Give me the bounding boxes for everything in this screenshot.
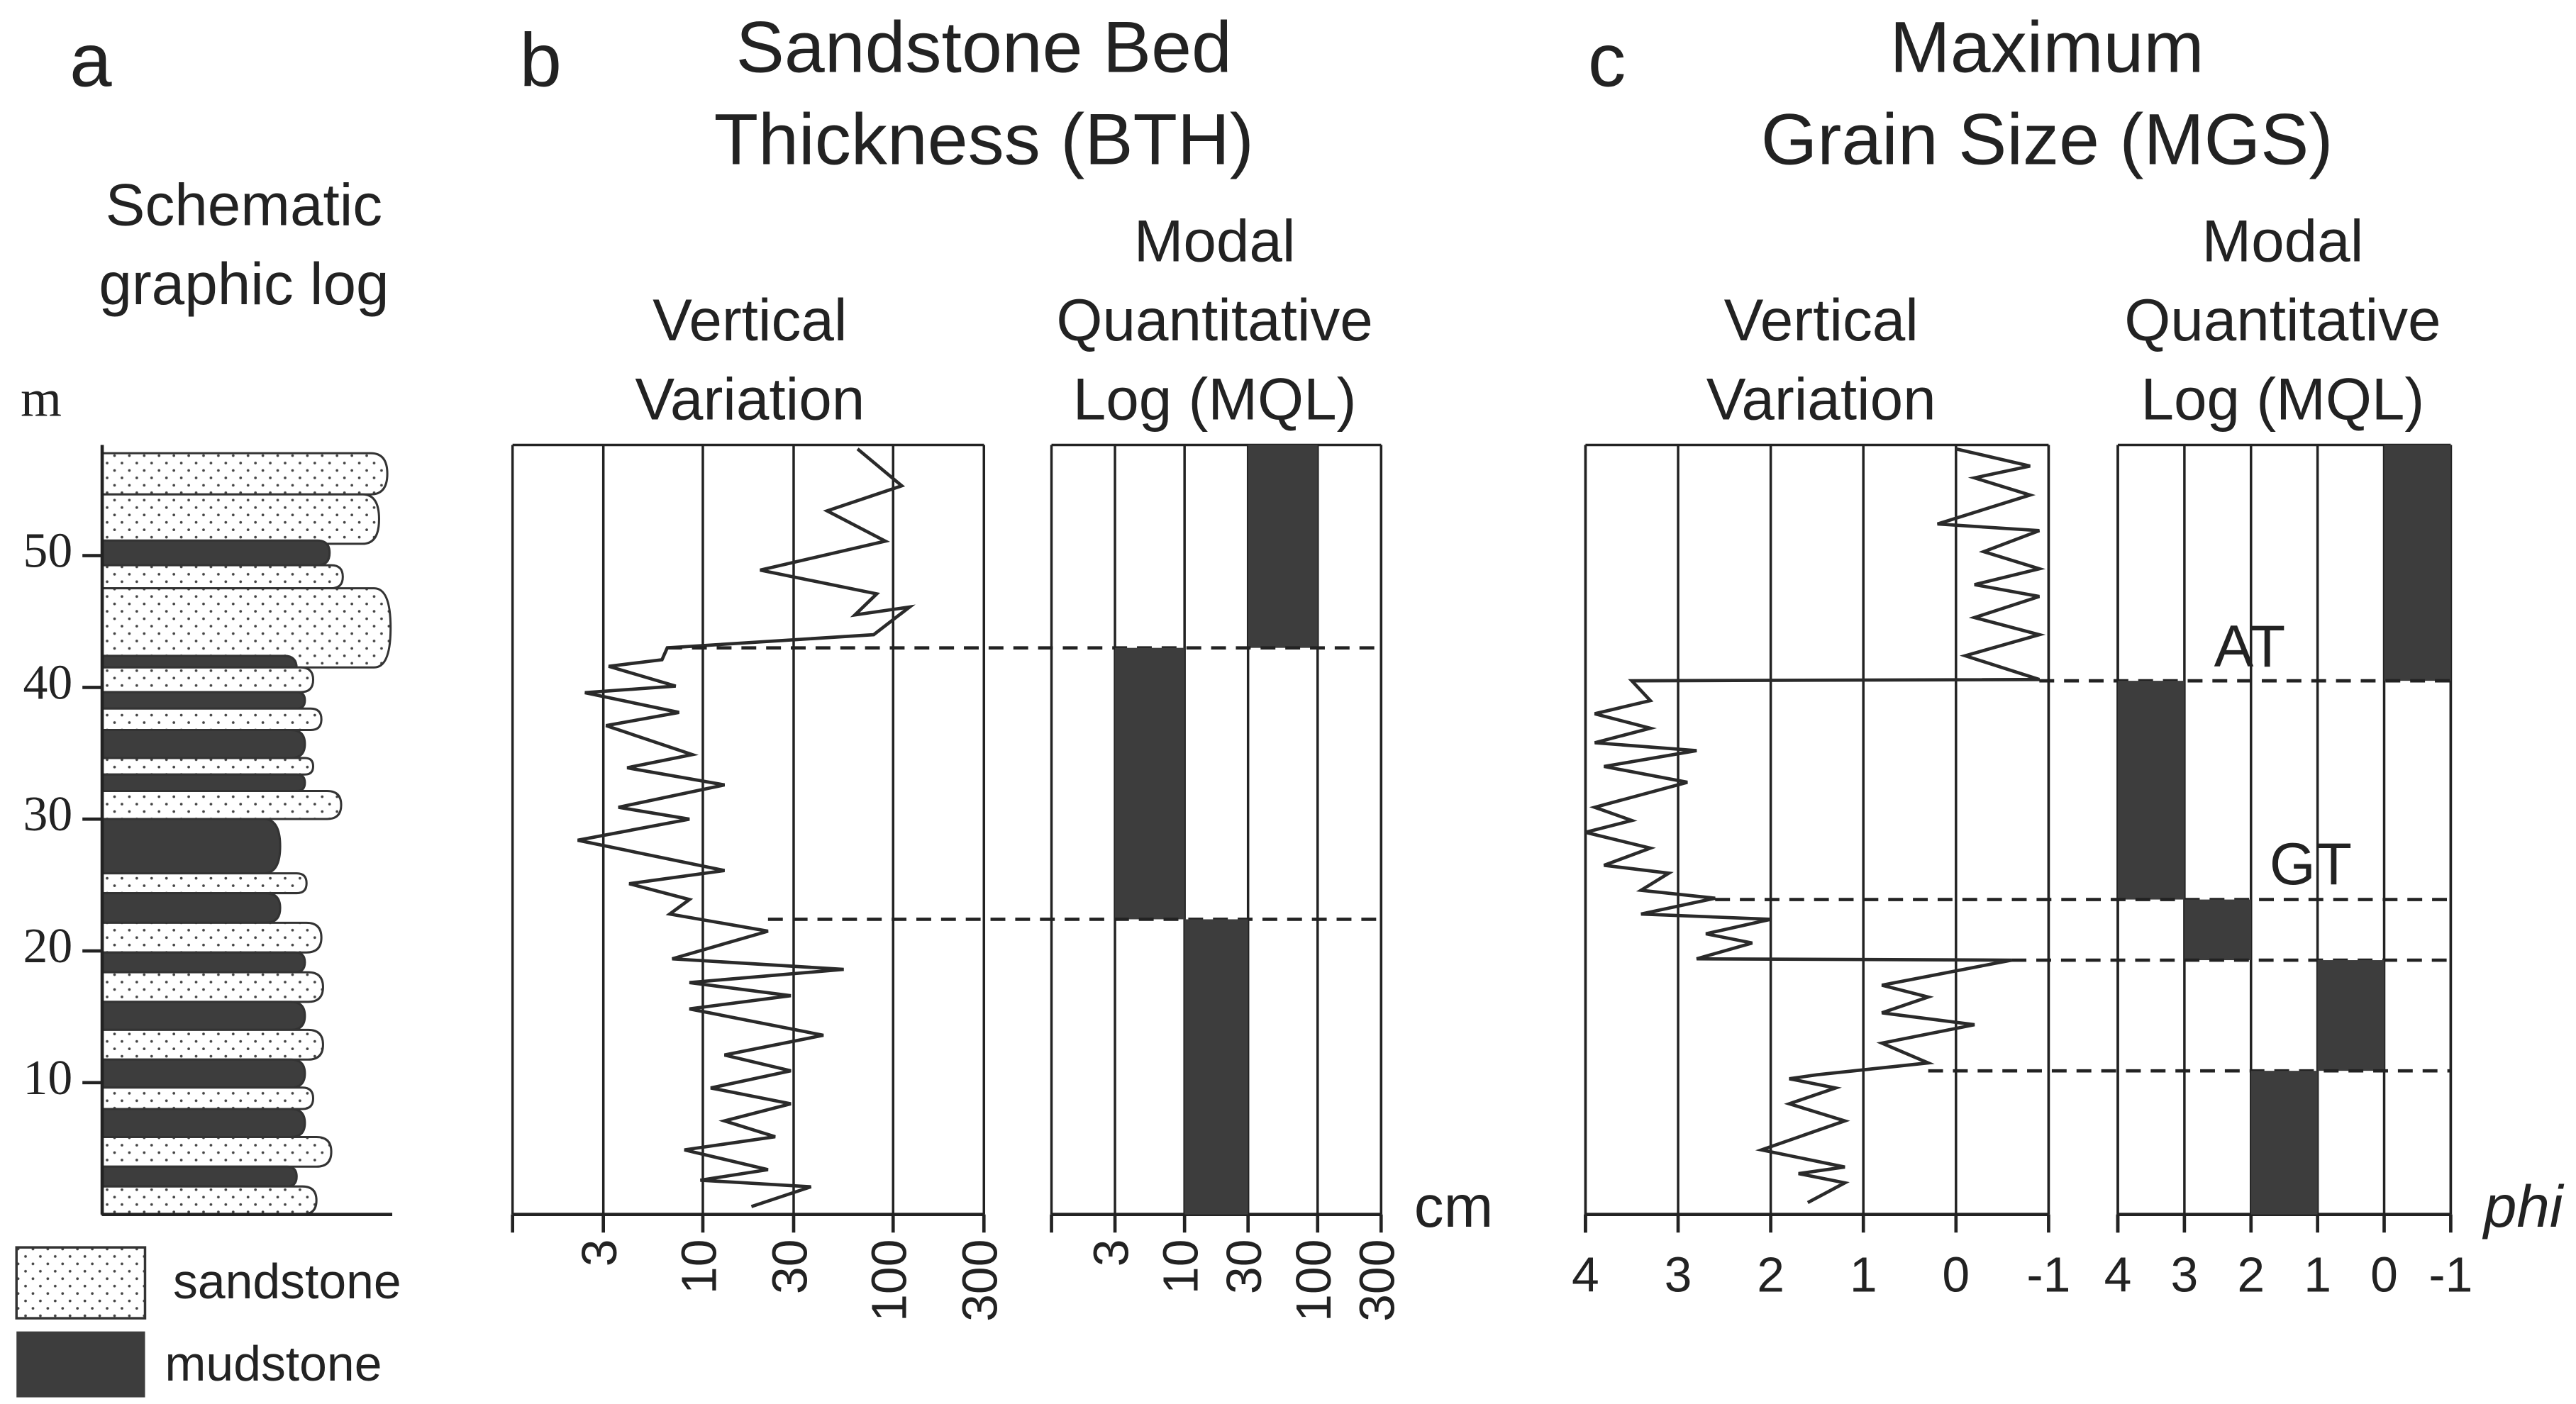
x-tick-label: 300	[953, 1239, 1008, 1322]
x-tick-label: 0	[2370, 1247, 2398, 1303]
panel-title: Thickness (BTH)	[714, 99, 1254, 180]
mudstone-bed	[101, 1058, 306, 1089]
x-tick-label: 3	[2170, 1247, 2198, 1303]
sandstone-bed	[101, 493, 380, 545]
mql-block	[2384, 445, 2451, 681]
profile-line	[1584, 447, 2046, 1205]
subtitle: Modal	[1134, 207, 1296, 274]
subtitle: Modal	[2202, 207, 2363, 274]
mql-block	[2118, 681, 2184, 900]
panel-label: c	[1588, 17, 1626, 102]
y-tick-label: 30	[23, 787, 73, 842]
panel-title: Maximum	[1890, 6, 2204, 87]
x-tick-label: 3	[1665, 1247, 1692, 1303]
x-tick-label: 4	[1572, 1247, 1599, 1303]
x-tick-label: 30	[762, 1239, 817, 1295]
subtitle: Quantitative	[1056, 286, 1372, 353]
x-tick-label: 1	[1850, 1247, 1877, 1303]
x-tick-label: 10	[671, 1239, 726, 1295]
mudstone-bed	[101, 728, 306, 759]
mql-block	[2250, 1071, 2318, 1215]
subtitle: Log (MQL)	[1073, 365, 1357, 432]
mql-block	[1115, 647, 1185, 920]
x-tick-label: 100	[1286, 1239, 1341, 1322]
x-tick-label: -1	[2026, 1247, 2070, 1303]
x-tick-label: 300	[1350, 1239, 1405, 1322]
y-tick-label: 50	[23, 524, 73, 579]
profile-line	[577, 447, 916, 1208]
mql-block	[1184, 919, 1248, 1215]
panel-title: graphic log	[99, 250, 389, 317]
mudstone-bed	[101, 539, 331, 567]
sandstone-bed	[101, 789, 343, 820]
panel-title: Sandstone Bed	[736, 6, 1232, 87]
mudstone-bed	[101, 892, 282, 924]
mudstone-bed	[101, 818, 282, 875]
mql-block	[2317, 960, 2385, 1071]
x-tick-label: 10	[1153, 1239, 1209, 1295]
x-tick-label: 30	[1216, 1239, 1272, 1295]
sandstone-bed	[101, 452, 389, 496]
sandstone-bed	[101, 971, 324, 1003]
panel-label: a	[70, 17, 112, 102]
x-tick-label: 2	[1757, 1247, 1784, 1303]
subtitle: Variation	[1706, 365, 1936, 432]
mudstone-bed	[101, 1108, 306, 1138]
panel-label: b	[519, 17, 561, 102]
mudstone-bed	[101, 1001, 306, 1031]
mql-block	[2184, 899, 2251, 961]
mudstone-bed	[101, 951, 306, 974]
y-tick-label: 20	[23, 919, 73, 974]
mudstone-bed	[101, 691, 306, 710]
y-tick-label: 40	[23, 655, 73, 710]
sandstone-bed	[101, 921, 323, 954]
mudstone-bed	[101, 773, 306, 792]
panel-title: Grain Size (MGS)	[1761, 99, 2333, 180]
x-tick-label: 0	[1942, 1247, 1970, 1303]
x-tick-label: 2	[2237, 1247, 2265, 1303]
mql-block	[1248, 445, 1318, 648]
x-tick-label: -1	[2428, 1247, 2472, 1303]
subtitle: Quantitative	[2124, 286, 2441, 353]
legend-label: sandstone	[173, 1254, 401, 1309]
sandstone-bed	[101, 757, 315, 776]
x-tick-label: 3	[1083, 1239, 1138, 1267]
legend-swatch-mudstone	[16, 1331, 145, 1398]
legend-label: mudstone	[165, 1336, 382, 1391]
annotation: AT	[2214, 613, 2286, 679]
x-axis-label: phi	[2482, 1173, 2565, 1239]
subtitle: Log (MQL)	[2141, 365, 2424, 432]
sandstone-bed	[101, 707, 323, 732]
sandstone-bed	[101, 1028, 324, 1061]
legend-swatch-sandstone	[15, 1246, 147, 1320]
x-tick-label: 1	[2304, 1247, 2331, 1303]
y-unit: m	[21, 369, 62, 428]
subtitle: Variation	[635, 365, 865, 432]
sandstone-bed	[101, 1135, 333, 1168]
y-tick-label: 10	[23, 1051, 73, 1105]
mudstone-bed	[101, 1165, 298, 1188]
x-tick-label: 4	[2104, 1247, 2132, 1303]
x-axis-label: cm	[1414, 1173, 1494, 1239]
sandstone-bed	[101, 872, 308, 895]
subtitle: Vertical	[1724, 286, 1919, 353]
x-tick-label: 100	[862, 1239, 917, 1322]
panel-title: Schematic	[106, 171, 382, 238]
sandstone-bed	[101, 564, 344, 590]
x-tick-label: 3	[572, 1239, 627, 1267]
annotation: GT	[2270, 830, 2352, 897]
sandstone-bed	[101, 1086, 315, 1110]
sandstone-bed	[101, 587, 392, 669]
sandstone-bed	[101, 1185, 318, 1216]
sandstone-bed	[101, 666, 315, 693]
subtitle: Vertical	[653, 286, 847, 353]
